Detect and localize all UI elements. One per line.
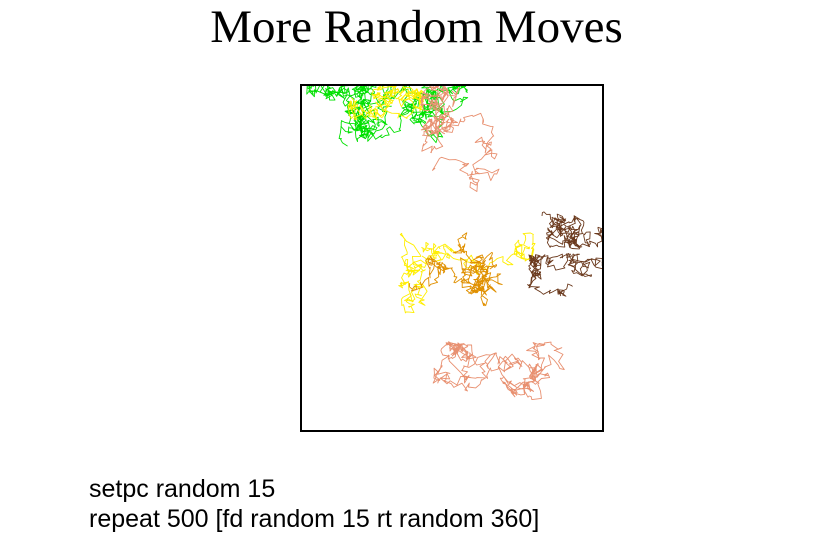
turtle-trail-salmon-6 (432, 341, 565, 401)
turtle-trail-green-0 (306, 86, 396, 135)
slide-title: More Random Moves (210, 1, 623, 53)
turtle-canvas (300, 84, 604, 432)
turtle-trail-green-1 (338, 86, 469, 147)
turtle-trail-salmon-5 (420, 86, 500, 192)
turtle-trail-brown-7 (541, 211, 602, 250)
turtle-trail-yellow-2 (347, 86, 427, 121)
turtle-trail-brown-8 (527, 253, 602, 297)
code-line-repeat: repeat 500 [fd random 15 rt random 360] (89, 505, 540, 533)
code-line-setpc: setpc random 15 (89, 475, 276, 503)
logo-code: setpc random 15 repeat 500 [fd random 15… (89, 474, 539, 534)
turtle-trail-orange-4 (408, 232, 503, 307)
turtle-drawing (306, 86, 602, 401)
turtle-trail-yellow-3 (398, 232, 536, 314)
